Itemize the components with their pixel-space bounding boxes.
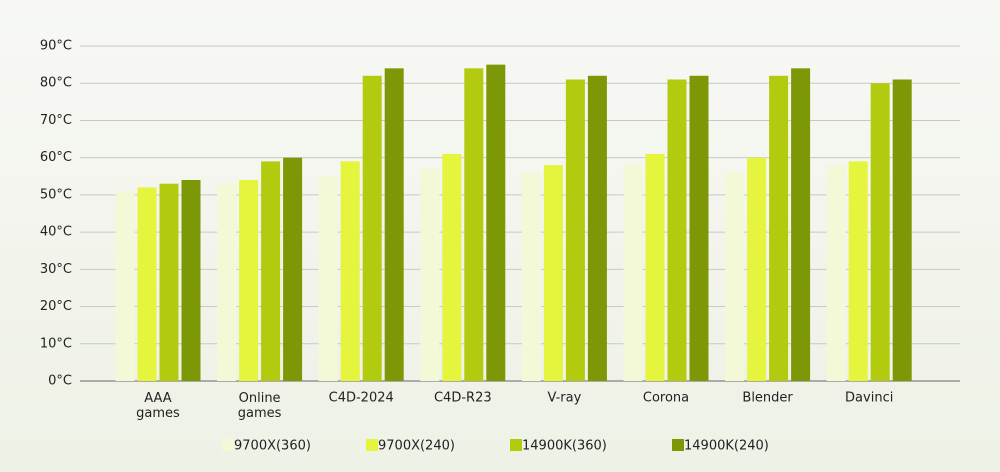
legend-swatch: [222, 439, 234, 451]
legend-swatch: [366, 439, 378, 451]
bar: [362, 75, 382, 382]
bar: [261, 161, 281, 381]
bar: [791, 68, 811, 381]
y-tick-label: 10°C: [40, 336, 72, 351]
y-tick-label: 80°C: [40, 76, 72, 91]
x-tick-label: C4D-2024: [329, 391, 394, 406]
bar: [892, 79, 912, 381]
legend-label: 14900K(360): [522, 439, 607, 454]
legend-label: 9700X(240): [378, 439, 455, 454]
x-tick-label: AAA games: [136, 391, 180, 421]
bar: [769, 75, 789, 382]
x-tick-label: Online games: [238, 391, 282, 421]
bar: [486, 64, 506, 381]
x-tick-label: Corona: [643, 391, 689, 406]
bar: [115, 191, 135, 381]
y-tick-label: 40°C: [40, 225, 72, 240]
y-tick-label: 20°C: [40, 299, 72, 314]
bar: [340, 161, 360, 381]
bar: [239, 180, 259, 381]
x-tick-label: Davinci: [845, 391, 893, 406]
bar: [521, 172, 541, 381]
bar: [159, 183, 179, 381]
y-tick-label: 0°C: [48, 374, 72, 389]
bar: [283, 157, 303, 381]
y-tick-label: 50°C: [40, 187, 72, 202]
x-tick-label: C4D-R23: [434, 391, 492, 406]
bar: [137, 187, 157, 381]
legend-swatch: [510, 439, 522, 451]
bar: [587, 75, 607, 382]
bar: [181, 180, 201, 381]
bar: [826, 165, 846, 381]
bar: [725, 172, 745, 381]
bar: [623, 165, 643, 381]
y-tick-label: 90°C: [40, 39, 72, 54]
bar: [384, 68, 404, 381]
bar: [464, 68, 484, 381]
x-tick-label: V-ray: [547, 391, 581, 406]
bar: [689, 75, 709, 382]
bar: [870, 83, 890, 381]
bar: [442, 153, 462, 381]
bar: [848, 161, 868, 381]
bar: [565, 79, 585, 381]
bar: [543, 165, 563, 381]
legend-swatch: [672, 439, 684, 451]
y-tick-label: 30°C: [40, 262, 72, 277]
y-tick-label: 70°C: [40, 113, 72, 128]
x-tick-label: Blender: [742, 391, 793, 406]
legend-label: 14900K(240): [684, 439, 769, 454]
bar: [318, 176, 338, 381]
bar: [667, 79, 687, 381]
bar: [420, 168, 440, 381]
y-tick-label: 60°C: [40, 150, 72, 165]
legend-label: 9700X(360): [234, 439, 311, 454]
bar: [747, 157, 767, 381]
bar: [645, 153, 665, 381]
bar: [217, 183, 237, 381]
